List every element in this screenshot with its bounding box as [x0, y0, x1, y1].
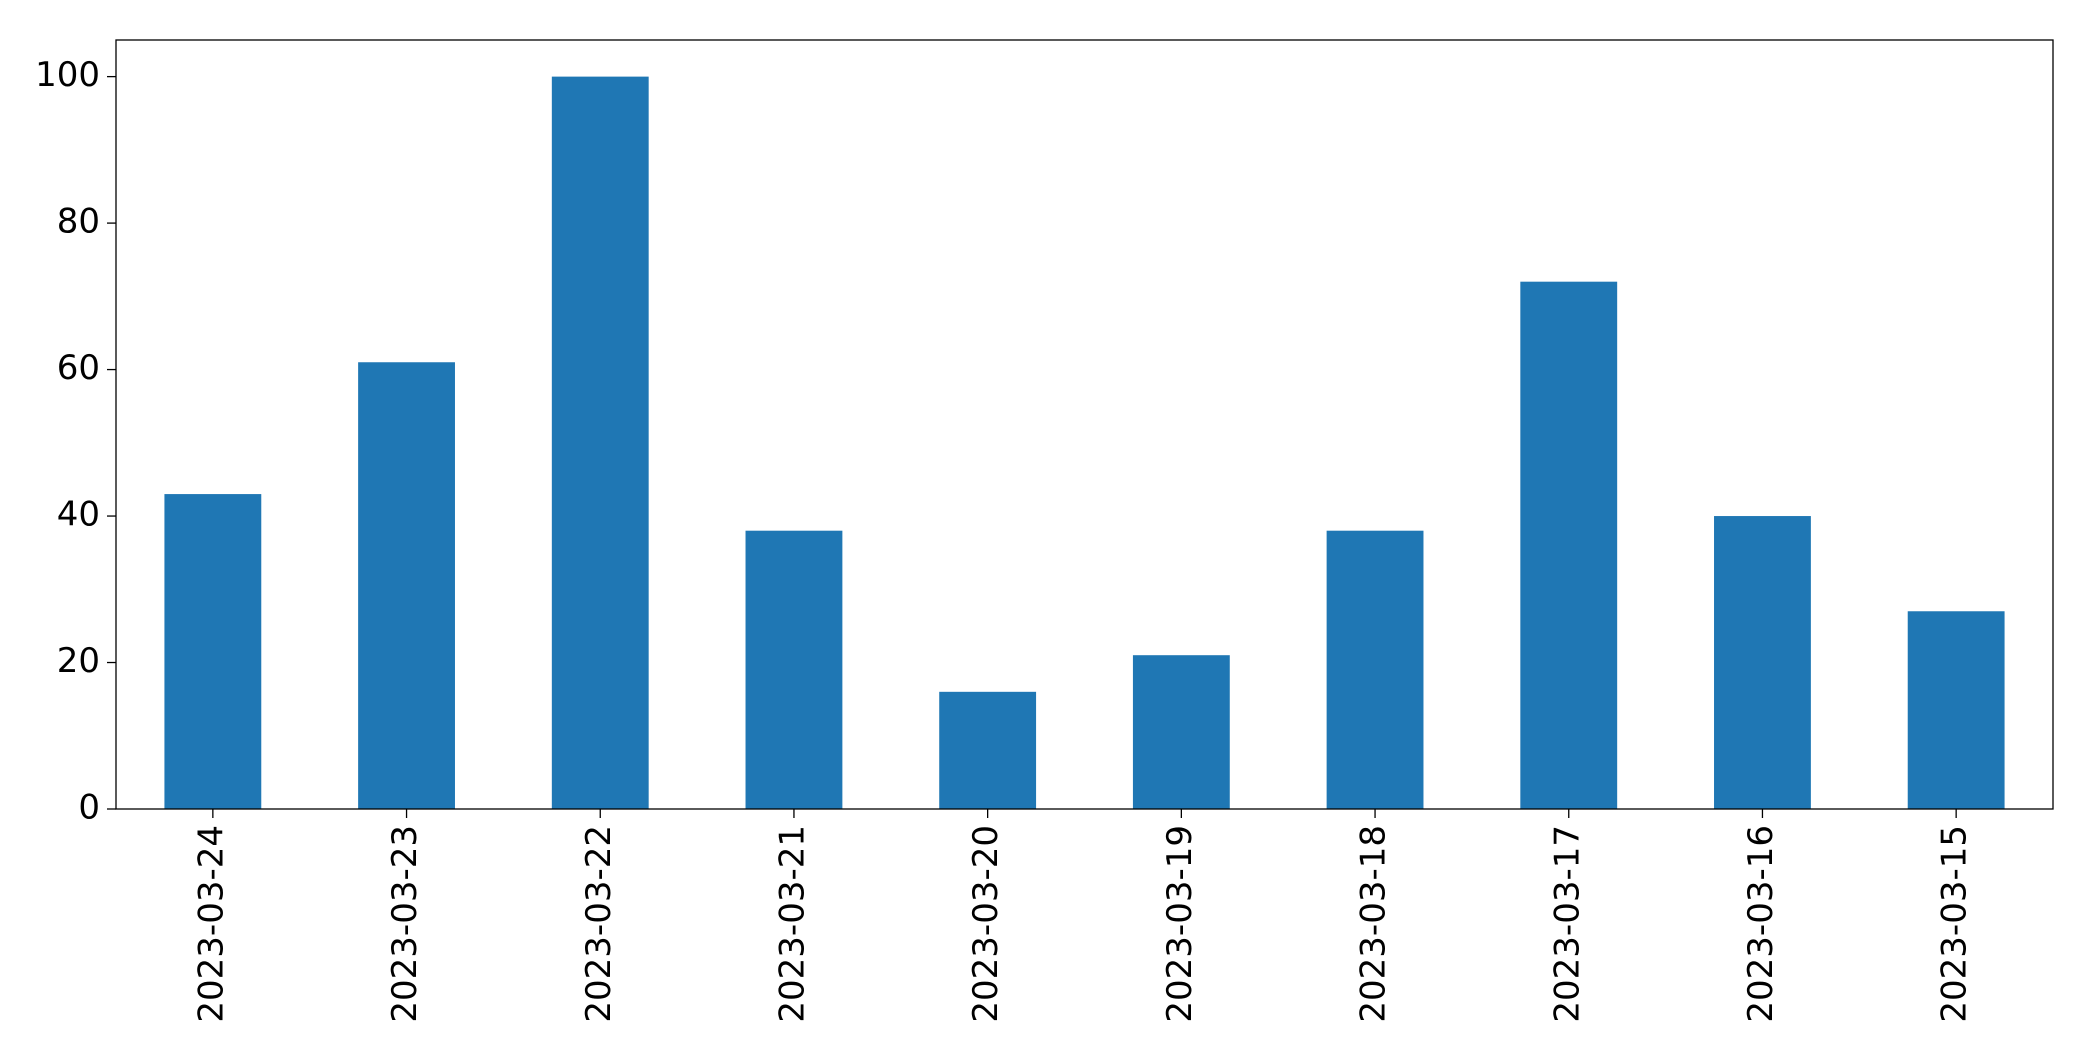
bar — [1520, 281, 1618, 810]
y-tick-label: 80 — [57, 202, 100, 242]
bar — [1326, 530, 1424, 809]
x-tick-label: 2023-03-15 — [1935, 825, 1975, 1023]
x-tick-label: 2023-03-22 — [579, 825, 619, 1023]
bar — [1132, 655, 1230, 809]
x-tick-label: 2023-03-18 — [1354, 825, 1394, 1023]
x-tick-label: 2023-03-16 — [1741, 825, 1781, 1023]
bar — [551, 76, 649, 810]
x-tick-label: 2023-03-23 — [385, 825, 425, 1023]
x-tick-label: 2023-03-20 — [966, 825, 1006, 1023]
bar — [939, 691, 1037, 809]
y-tick-label: 20 — [57, 641, 100, 681]
y-tick-label: 60 — [57, 348, 100, 388]
y-tick-label: 40 — [57, 495, 100, 535]
bar — [745, 530, 843, 809]
plot-frame — [115, 39, 2054, 810]
x-tick-label: 2023-03-24 — [191, 825, 231, 1023]
x-tick-label: 2023-03-17 — [1547, 825, 1587, 1023]
y-tick-label: 0 — [78, 788, 100, 828]
bar — [1714, 516, 1811, 809]
bar — [358, 362, 455, 809]
bar — [1907, 611, 2005, 809]
bar — [164, 494, 262, 809]
x-tick-label: 2023-03-19 — [1160, 825, 1200, 1023]
y-tick-label: 100 — [35, 55, 100, 95]
x-tick-label: 2023-03-21 — [772, 825, 812, 1023]
